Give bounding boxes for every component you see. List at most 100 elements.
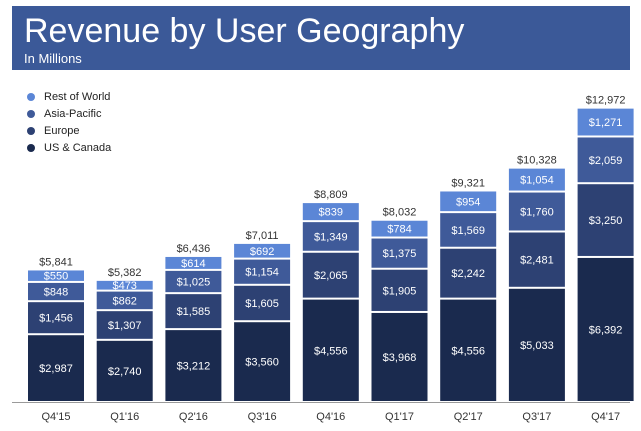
data-label-asia-pacific-q1-17: $1,375: [383, 248, 417, 260]
bar-rest-of-world-q1-16: [96, 280, 153, 290]
x-tick-label-q4-16: Q4'16: [316, 411, 345, 423]
total-label-q2-16: $6,436: [177, 243, 211, 255]
x-tick-label-q2-17: Q2'17: [454, 411, 483, 423]
x-tick-label-q3-16: Q3'16: [248, 411, 277, 423]
data-label-asia-pacific-q4-17: $2,059: [589, 155, 623, 167]
data-label-us-canada-q2-16: $3,212: [177, 361, 211, 373]
page-title: Revenue by User Geography: [24, 12, 465, 50]
data-label-us-canada-q4-15: $2,987: [39, 363, 73, 375]
data-label-europe-q3-17: $2,481: [520, 255, 554, 267]
bar-europe-q4-15: [28, 302, 84, 334]
data-label-us-canada-q3-16: $3,560: [245, 357, 279, 369]
legend-label-europe: Europe: [44, 124, 80, 137]
header-banner: Revenue by User Geography In Millions: [12, 6, 630, 70]
bar-europe-q4-17: [577, 184, 634, 256]
legend-item-asia-pacific: Asia-Pacific: [27, 105, 111, 122]
total-label-q4-17: $12,972: [586, 95, 626, 107]
data-label-asia-pacific-q1-16: $862: [112, 295, 136, 307]
data-label-us-canada-q1-17: $3,968: [383, 352, 417, 364]
data-label-us-canada-q4-17: $6,392: [589, 324, 623, 336]
bar-rest-of-world-q2-16: [165, 256, 222, 269]
bar-rest-of-world-q4-17: [577, 108, 634, 136]
legend-swatch-us-canada: [27, 143, 35, 152]
data-label-us-canada-q3-17: $5,033: [520, 340, 554, 352]
page-subtitle: In Millions: [24, 51, 82, 66]
total-label-q3-17: $10,328: [517, 155, 557, 167]
legend-item-us-canada: US & Canada: [27, 139, 111, 156]
data-label-rest-of-world-q1-17: $784: [387, 224, 411, 236]
bar-rest-of-world-q1-17: [371, 220, 428, 237]
bar-rest-of-world-q3-16: [234, 243, 291, 258]
bar-us-canada-q2-17: [440, 299, 497, 401]
bar-europe-q3-17: [508, 232, 565, 287]
x-tick-label-q1-17: Q1'17: [385, 411, 414, 423]
legend-swatch-asia-pacific: [27, 109, 35, 118]
bar-asia-pacific-q4-17: [577, 137, 634, 183]
data-label-us-canada-q1-16: $2,740: [108, 366, 142, 378]
x-tick-label-q4-15: Q4'15: [41, 411, 70, 423]
total-label-q2-17: $9,321: [451, 177, 485, 189]
data-label-asia-pacific-q2-16: $1,025: [177, 277, 211, 289]
legend-swatch-europe: [27, 126, 35, 135]
bar-asia-pacific-q3-16: [234, 259, 291, 284]
legend-label-us-canada: US & Canada: [44, 141, 112, 154]
bar-us-canada-q4-16: [302, 299, 359, 401]
x-tick-label-q1-16: Q1'16: [110, 411, 139, 423]
total-label-q4-16: $8,809: [314, 189, 348, 201]
data-label-europe-q4-17: $3,250: [589, 215, 623, 227]
data-label-asia-pacific-q4-15: $848: [44, 287, 68, 299]
legend-item-europe: Europe: [27, 122, 111, 139]
bar-europe-q2-17: [440, 248, 497, 298]
bar-us-canada-q1-16: [96, 340, 153, 401]
data-label-rest-of-world-q4-15: $550: [44, 271, 68, 283]
data-label-rest-of-world-q2-17: $954: [456, 196, 480, 208]
bar-rest-of-world-q3-17: [508, 168, 565, 191]
data-label-europe-q4-15: $1,456: [39, 313, 73, 325]
data-label-rest-of-world-q3-16: $692: [250, 246, 274, 258]
total-label-q1-16: $5,382: [108, 267, 142, 279]
bar-europe-q2-16: [165, 294, 222, 329]
total-label-q3-16: $7,011: [246, 230, 279, 242]
bar-us-canada-q1-17: [371, 312, 428, 401]
bar-asia-pacific-q2-17: [440, 213, 497, 247]
bar-us-canada-q3-17: [508, 288, 565, 401]
data-label-europe-q3-16: $1,605: [245, 298, 279, 310]
bar-us-canada-q4-15: [28, 335, 84, 401]
bar-asia-pacific-q2-16: [165, 270, 222, 293]
bar-asia-pacific-q1-16: [96, 291, 153, 310]
data-label-rest-of-world-q4-16: $839: [319, 207, 343, 219]
bar-europe-q4-16: [302, 252, 359, 298]
bar-us-canada-q3-16: [234, 322, 291, 401]
bar-europe-q3-16: [234, 285, 291, 321]
bar-rest-of-world-q2-17: [440, 191, 497, 212]
x-tick-label-q4-17: Q4'17: [591, 411, 620, 423]
total-label-q4-15: $5,841: [39, 256, 73, 268]
legend-label-rest-of-world: Rest of World: [44, 90, 111, 103]
data-label-europe-q2-17: $2,242: [451, 268, 485, 280]
bar-asia-pacific-q4-15: [28, 282, 84, 301]
legend-label-asia-pacific: Asia-Pacific: [44, 107, 102, 120]
data-label-rest-of-world-q4-17: $1,271: [589, 117, 623, 129]
data-label-europe-q1-17: $1,905: [383, 285, 417, 297]
data-label-rest-of-world-q2-16: $614: [181, 258, 205, 270]
bar-us-canada-q4-17: [577, 257, 634, 401]
legend-item-rest-of-world: Rest of World: [27, 88, 111, 105]
data-label-europe-q1-16: $1,307: [108, 320, 142, 332]
data-label-asia-pacific-q3-17: $1,760: [520, 207, 554, 219]
x-tick-label-q3-17: Q3'17: [522, 411, 551, 423]
bar-us-canada-q2-16: [165, 330, 222, 401]
bar-rest-of-world-q4-16: [302, 203, 359, 221]
data-label-us-canada-q2-17: $4,556: [451, 345, 485, 357]
data-label-rest-of-world-q1-16: $473: [112, 280, 136, 292]
x-tick-label-q2-16: Q2'16: [179, 411, 208, 423]
data-label-europe-q4-16: $2,065: [314, 270, 348, 282]
total-label-q1-17: $8,032: [383, 207, 417, 219]
data-label-us-canada-q4-16: $4,556: [314, 345, 348, 357]
bar-asia-pacific-q1-17: [371, 238, 428, 268]
data-label-asia-pacific-q3-16: $1,154: [245, 267, 279, 279]
bar-europe-q1-17: [371, 269, 428, 311]
data-label-europe-q2-16: $1,585: [177, 306, 211, 318]
chart-legend: Rest of World Asia-Pacific Europe US & C…: [27, 88, 111, 156]
